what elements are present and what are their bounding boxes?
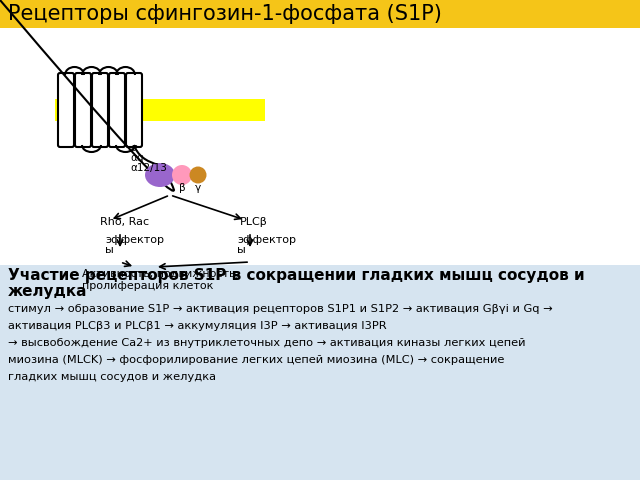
Text: гладких мышц сосудов и желудка: гладких мышц сосудов и желудка: [8, 372, 216, 382]
Text: PLCβ: PLCβ: [240, 217, 268, 227]
Text: эффектор
ы: эффектор ы: [237, 235, 296, 255]
Text: αq: αq: [130, 153, 143, 163]
FancyBboxPatch shape: [0, 265, 640, 480]
Ellipse shape: [172, 165, 192, 185]
Text: Активность, подвижность,
пролиферация клеток: Активность, подвижность, пролиферация кл…: [82, 269, 239, 291]
Text: β: β: [179, 183, 186, 193]
Text: активация PLCβ3 и PLCβ1 → аккумуляция I3P → активация I3PR: активация PLCβ3 и PLCβ1 → аккумуляция I3…: [8, 321, 387, 331]
Text: миозина (MLCK) → фосфорилирование легких цепей миозина (MLC) → сокращение: миозина (MLCK) → фосфорилирование легких…: [8, 355, 504, 365]
Text: стимул → образование S1P → активация рецепторов S1P1 и S1P2 → активация Gβγi и G: стимул → образование S1P → активация рец…: [8, 304, 552, 314]
Text: α12/13: α12/13: [130, 163, 167, 173]
Text: γ: γ: [195, 183, 201, 193]
Ellipse shape: [189, 167, 207, 183]
Text: α: α: [130, 143, 137, 153]
FancyBboxPatch shape: [109, 73, 125, 147]
FancyBboxPatch shape: [75, 73, 91, 147]
Ellipse shape: [145, 163, 175, 187]
Text: эффектор
ы: эффектор ы: [105, 235, 164, 255]
Text: Rho, Rac: Rho, Rac: [100, 217, 149, 227]
FancyBboxPatch shape: [58, 73, 74, 147]
FancyBboxPatch shape: [126, 73, 142, 147]
FancyBboxPatch shape: [55, 99, 265, 121]
Text: желудка: желудка: [8, 284, 88, 299]
Text: Рецепторы сфингозин-1-фосфата (S1P): Рецепторы сфингозин-1-фосфата (S1P): [8, 4, 442, 24]
Text: → высвобождение Ca2+ из внутриклеточных депо → активация киназы легких цепей: → высвобождение Ca2+ из внутриклеточных …: [8, 338, 525, 348]
FancyBboxPatch shape: [92, 73, 108, 147]
Text: Участие рецепторов S1P в сокращении гладких мышц сосудов и: Участие рецепторов S1P в сокращении глад…: [8, 268, 584, 283]
FancyBboxPatch shape: [0, 0, 640, 28]
